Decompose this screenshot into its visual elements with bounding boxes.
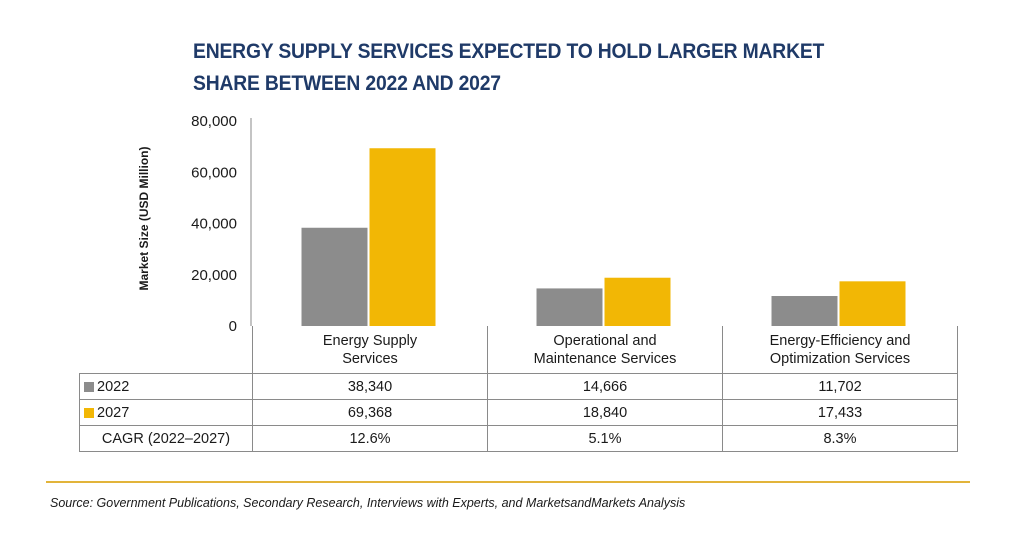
bar-2022 [536, 288, 603, 326]
y-tick-label: 60,000 [191, 164, 237, 181]
value-cell: 12.6% [252, 425, 488, 452]
value-cell: 8.3% [722, 425, 958, 452]
value-cell: 38,340 [252, 373, 488, 400]
cagr-label: CAGR (2022–2027) [79, 425, 253, 452]
category-label: Energy Supply Services [252, 326, 488, 374]
data-table: Energy Supply Services Operational and Mai… [79, 326, 958, 452]
y-axis-label: Market Size (USD Million) [137, 146, 151, 290]
bar-2022 [771, 296, 838, 326]
value-cell: 11,702 [722, 373, 958, 400]
legend-entry-2027: 2027 [79, 399, 253, 426]
source-note: Source: Government Publications, Seconda… [50, 496, 686, 510]
y-tick-label: 80,000 [191, 113, 237, 130]
value-cell: 5.1% [487, 425, 723, 452]
divider-rule [46, 481, 970, 483]
table-row-2022: 2022 38,340 14,666 11,702 [79, 373, 958, 400]
table-corner [79, 326, 253, 374]
legend-swatch-2022 [84, 381, 94, 392]
value-cell: 18,840 [487, 399, 723, 426]
y-tick-label: 40,000 [191, 216, 237, 233]
value-cell: 14,666 [487, 373, 723, 400]
table-row-2027: 2027 69,368 18,840 17,433 [79, 399, 958, 426]
bar-2027 [839, 281, 906, 326]
bar-2027 [369, 148, 436, 326]
category-label: Energy-Efficiency and Optimization Servic… [722, 326, 958, 374]
legend-entry-2022: 2022 [79, 373, 253, 400]
y-tick-label: 20,000 [191, 267, 237, 284]
category-label: Operational and Maintenance Services [487, 326, 723, 374]
category-row: Energy Supply Services Operational and Mai… [79, 326, 958, 374]
bar-2022 [301, 227, 368, 326]
table-row-cagr: CAGR (2022–2027) 12.6% 5.1% 8.3% [79, 425, 958, 452]
value-cell: 69,368 [252, 399, 488, 426]
legend-swatch-2027 [84, 407, 94, 418]
value-cell: 17,433 [722, 399, 958, 426]
bar-2027 [604, 277, 671, 326]
chart-title: ENERGY SUPPLY SERVICES EXPECTED TO HOLD … [193, 40, 825, 95]
